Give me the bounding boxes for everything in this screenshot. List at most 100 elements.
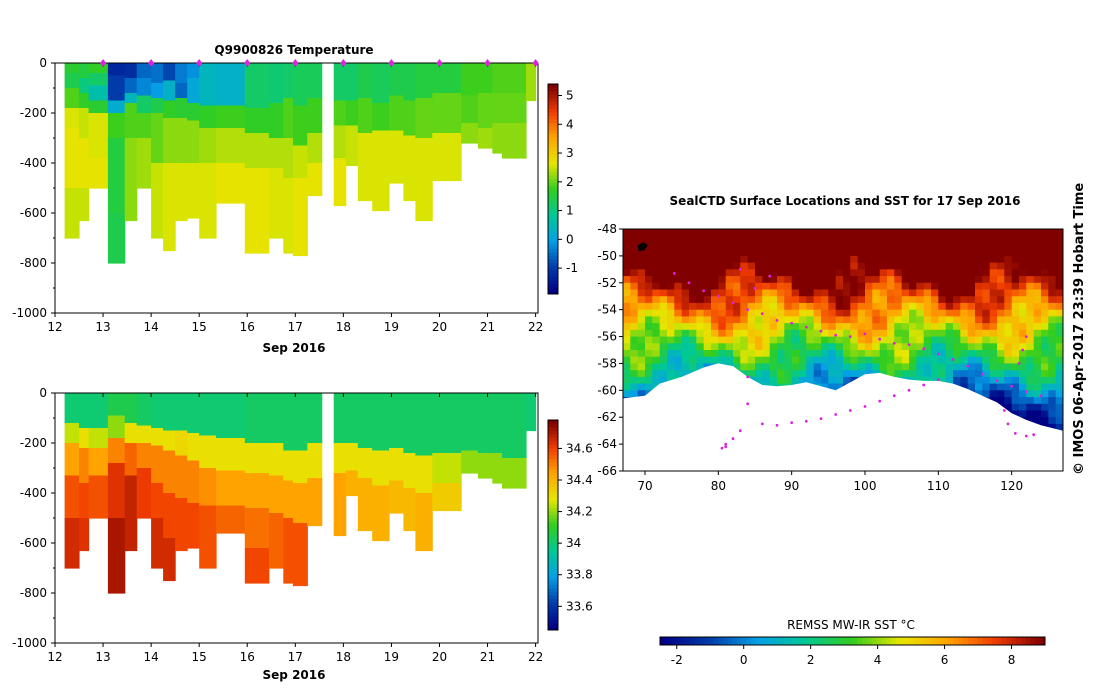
colorbar-segment <box>548 423 558 428</box>
sst-cell <box>894 269 903 277</box>
sst-cell <box>806 296 815 304</box>
colorbar-tick-label: 3 <box>566 146 574 160</box>
sst-cell <box>945 370 954 378</box>
sst-cell <box>843 269 851 277</box>
sst-cell <box>769 350 778 358</box>
sst-colorbar-segment <box>775 637 781 645</box>
sst-cell <box>689 276 697 284</box>
sst-cell <box>681 255 690 264</box>
sst-cell <box>674 323 683 331</box>
profile-cell <box>307 63 323 99</box>
sst-cell <box>718 289 727 297</box>
sst-cell <box>982 296 991 304</box>
colorbar-segment <box>548 248 558 253</box>
sst-cell <box>879 276 888 284</box>
sst-cell <box>1033 336 1042 344</box>
sst-cell <box>916 249 925 257</box>
profile-cell <box>88 475 109 519</box>
sst-cell <box>843 229 851 237</box>
sst-cell <box>740 296 749 304</box>
sst-cell <box>1026 289 1035 297</box>
sst-cell <box>894 229 903 237</box>
sst-cell <box>945 289 954 297</box>
colorbar-segment <box>548 112 558 116</box>
sst-cell <box>652 269 661 277</box>
sst-cell <box>1033 410 1042 418</box>
sst-cell <box>821 336 829 344</box>
sst-cell <box>843 276 851 284</box>
sst-cell <box>652 249 661 257</box>
sst-cell <box>1011 262 1020 270</box>
sst-cell <box>674 289 683 297</box>
profile-cell <box>187 503 200 549</box>
sst-cell <box>872 289 881 297</box>
colorbar-segment <box>548 105 558 109</box>
sst-cell <box>931 316 939 324</box>
colorbar-segment <box>548 126 558 130</box>
sst-cell <box>755 376 763 385</box>
sst-cell <box>784 269 793 277</box>
sst-cell <box>1055 423 1063 432</box>
sst-cell <box>747 269 756 277</box>
colorbar-tick-label: 34.6 <box>566 441 593 455</box>
sst-cell <box>799 235 807 243</box>
sst-cell <box>777 269 785 277</box>
seal-track-point <box>1032 433 1036 437</box>
colorbar-segment <box>548 98 558 102</box>
profile-cell <box>187 460 200 504</box>
colorbar-segment <box>548 612 558 617</box>
colorbar-segment <box>548 476 558 480</box>
sst-cell <box>703 289 712 297</box>
sst-cell <box>997 350 1005 358</box>
sst-cell <box>967 276 976 284</box>
sst-cell <box>747 356 756 364</box>
sst-cell <box>872 350 881 358</box>
y-tick-label: -1000 <box>12 636 47 650</box>
sst-cell <box>931 336 939 344</box>
profile-cell <box>372 393 390 452</box>
x-tick-label: 18 <box>336 320 351 334</box>
y-tick-label: -400 <box>20 156 47 170</box>
profile-cell <box>88 158 109 189</box>
sst-cell <box>865 235 873 243</box>
sst-colorbar-segment <box>895 637 902 645</box>
sst-cell <box>740 356 749 364</box>
sst-cell <box>652 356 661 364</box>
sst-cell <box>982 370 991 378</box>
sst-cell <box>769 316 778 324</box>
sst-cell <box>623 350 631 358</box>
sst-cell <box>938 255 947 264</box>
sst-cell <box>1019 235 1027 243</box>
colorbar-segment <box>548 563 558 568</box>
sst-cell <box>777 289 785 297</box>
sst-cell <box>960 383 969 391</box>
sst-cell <box>821 296 829 304</box>
sst-cell <box>835 329 844 337</box>
sst-cell <box>769 255 778 264</box>
colorbar-segment <box>548 462 558 466</box>
sst-cell <box>755 235 763 243</box>
seal-track-point <box>848 335 852 338</box>
sst-cell <box>967 363 976 371</box>
sst-cell <box>747 249 756 257</box>
sst-cell <box>777 329 785 337</box>
seal-track-point <box>790 321 794 325</box>
sst-cell <box>1033 403 1042 411</box>
sst-cell <box>843 350 851 358</box>
sst-cell <box>1019 249 1027 257</box>
sst-cell <box>696 235 705 243</box>
sst-cell <box>1033 390 1042 398</box>
profile-cell <box>283 518 294 584</box>
sst-cell <box>1041 329 1049 337</box>
sst-colorbar-frame <box>659 636 1046 646</box>
sst-colorbar-segment <box>934 637 940 645</box>
sst-cell <box>718 249 727 257</box>
sst-cell <box>1048 323 1057 331</box>
colorbar-segment <box>548 511 558 515</box>
sst-cell <box>967 242 976 250</box>
sst-cell <box>887 329 895 337</box>
sst-cell <box>821 363 829 371</box>
x-tick-label: 21 <box>480 650 495 664</box>
sst-cell <box>894 316 903 324</box>
sst-cell <box>806 229 815 237</box>
